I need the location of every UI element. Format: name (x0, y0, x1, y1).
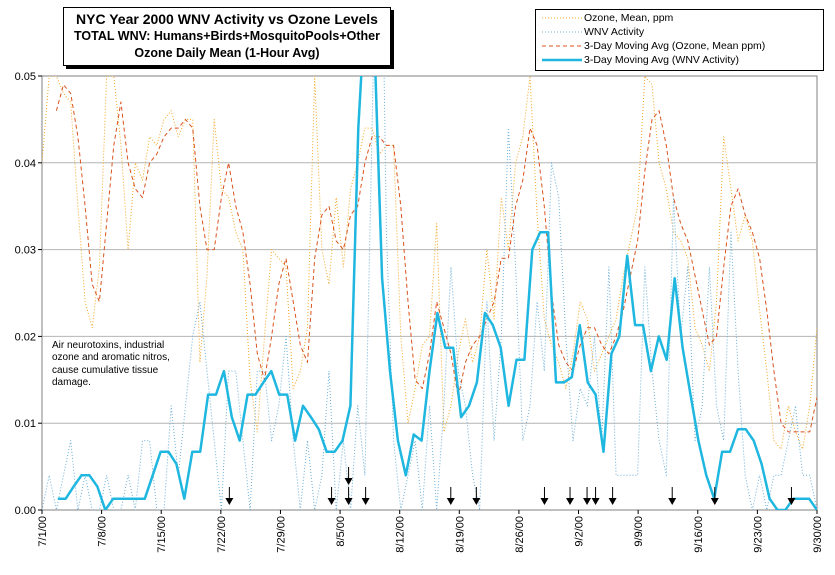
series-line-wnv-activity (42, 76, 817, 510)
x-tick-label: 7/29/00 (275, 516, 287, 553)
chart-title-line-3: Ozone Daily Mean (1-Hour Avg) (134, 46, 320, 60)
x-tick-label: 9/30/00 (812, 516, 824, 553)
legend-label-wnv: WNV Activity (584, 26, 645, 38)
x-tick-label: 8/5/00 (335, 516, 347, 547)
plot-area (41, 75, 818, 511)
event-arrow-head (566, 498, 575, 505)
x-tick-label: 7/15/00 (156, 516, 168, 553)
y-tick-label: 0.02 (15, 331, 36, 343)
event-arrow-head (583, 498, 592, 505)
series-line-3-day-moving-avg-wnv-activity (57, 76, 817, 510)
event-arrow-head (344, 498, 353, 505)
y-tick-label: 0.03 (15, 245, 36, 257)
event-arrow-upper-head (344, 478, 353, 485)
x-tick-label: 7/22/00 (216, 516, 228, 553)
event-arrow-head (472, 498, 481, 505)
x-tick-label: 8/19/00 (454, 516, 466, 553)
y-tick-label: 0.01 (15, 418, 36, 430)
legend-entry-ozone: Ozone, Mean, ppm (536, 11, 823, 25)
legend-label-ozone-avg: 3-Day Moving Avg (Ozone, Mean ppm) (584, 40, 766, 52)
event-arrow-head (446, 498, 455, 505)
chart-legend: Ozone, Mean, ppm WNV Activity 3-Day Movi… (535, 9, 824, 71)
legend-entry-ozone-avg: 3-Day Moving Avg (Ozone, Mean ppm) (536, 39, 823, 53)
legend-label-wnv-avg: 3-Day Moving Avg (WNV Activity) (584, 54, 740, 66)
event-arrow-head (787, 498, 796, 505)
x-tick-label: 9/23/00 (752, 516, 764, 553)
legend-entry-wnv: WNV Activity (536, 25, 823, 39)
legend-label-ozone: Ozone, Mean, ppm (584, 12, 674, 24)
y-tick-label: 0.04 (15, 158, 36, 170)
x-tick-label: 7/8/00 (97, 516, 109, 547)
chart-annotation: Air neurotoxins, industrial ozone and ar… (52, 340, 182, 390)
x-tick-label: 8/12/00 (395, 516, 407, 553)
event-arrow-head (591, 498, 600, 505)
legend-entry-wnv-avg: 3-Day Moving Avg (WNV Activity) (536, 53, 823, 67)
y-tick-label: 0.05 (15, 71, 36, 83)
x-tick-label: 7/1/00 (37, 516, 49, 547)
event-arrow-head (668, 498, 677, 505)
event-arrow-head (608, 498, 617, 505)
chart-title: NYC Year 2000 WNV Activity vs Ozone Leve… (63, 7, 391, 66)
event-arrow-head (327, 498, 336, 505)
event-arrow-head (361, 498, 370, 505)
x-tick-label: 9/2/00 (574, 516, 586, 547)
event-arrow-head (225, 498, 234, 505)
event-arrow-head (710, 498, 719, 505)
x-tick-label: 9/16/00 (693, 516, 705, 553)
x-tick-label: 8/26/00 (514, 516, 526, 553)
event-arrow-head (540, 498, 549, 505)
y-tick-label: 0.00 (15, 505, 36, 517)
chart-title-line-1: NYC Year 2000 WNV Activity vs Ozone Leve… (76, 11, 378, 27)
series-line-ozone-mean-ppm (42, 76, 817, 450)
chart-title-line-2: TOTAL WNV: Humans+Birds+MosquitoPools+Ot… (74, 29, 380, 43)
x-tick-label: 9/9/00 (633, 516, 645, 547)
